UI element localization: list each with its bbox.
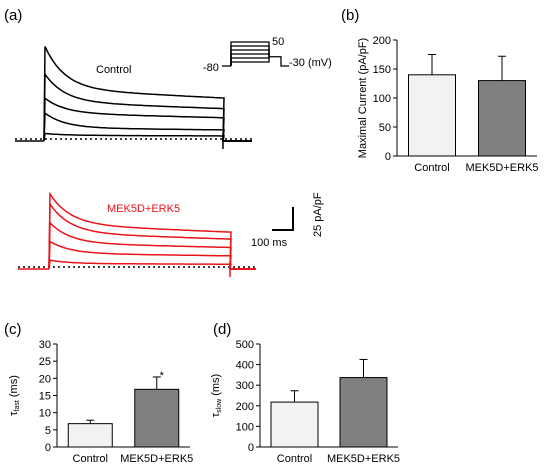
y-tick-label: 0 — [385, 151, 391, 163]
bar-mek5d-erk5 — [134, 388, 180, 448]
y-tick-label: 200 — [236, 401, 254, 413]
y-tick-label: 50 — [379, 122, 391, 134]
category-label: Control — [277, 453, 312, 465]
category-label: MEK5D+ERK5 — [465, 162, 538, 174]
y-tick-label: 400 — [236, 360, 254, 372]
panel-label-d: (d) — [213, 321, 231, 338]
current-trace-step-2 — [48, 240, 256, 270]
y-tick-label: 10 — [39, 408, 51, 420]
panel-d-tau-slow-chart: 0 100 200 300 400 500 Control MEK5D+ERK5 τslow (… — [210, 339, 400, 465]
scale-bar — [272, 207, 294, 231]
category-label: MEK5D+ERK5 — [327, 453, 400, 465]
significance-marker: * — [160, 370, 165, 382]
bar-mek5d-erk5 — [478, 80, 526, 157]
bar-control — [270, 401, 319, 448]
protocol-tail-label: -30 (mV) — [289, 57, 332, 69]
protocol-tail-segment — [269, 56, 289, 67]
y-tick-label: 0 — [248, 442, 254, 454]
y-tick-label: 30 — [39, 339, 51, 351]
y-tick-label: 100 — [236, 421, 254, 433]
protocol-step-6 — [230, 41, 270, 66]
control-trace-label: Control — [96, 64, 131, 76]
mek5d-erk5-trace-label: MEK5D+ERK5 — [107, 203, 180, 215]
bar-mek5d-erk5 — [339, 377, 388, 448]
y-axis-label: τslow (ms) — [210, 374, 223, 417]
mek5d-erk5-traces — [18, 191, 256, 277]
panel-c-tau-fast-chart: 0 5 10 15 20 25 30 Control * MEK5D+ERK5 τfast (ms) — [8, 339, 193, 465]
panel-label-c: (c) — [4, 321, 22, 338]
scale-bar-horizontal-label: 100 ms — [251, 237, 288, 249]
y-tick-label: 0 — [45, 442, 51, 454]
current-trace-step-1 — [43, 132, 252, 142]
y-axis-label: Maximal Current (pA/pF) — [357, 38, 369, 158]
y-tick-label: 150 — [373, 64, 391, 76]
y-tick-label: 15 — [39, 391, 51, 403]
bar-control — [67, 423, 113, 448]
protocol-step-label: 50 — [272, 36, 284, 48]
scale-bar-vertical-label: 25 pA/pF — [312, 192, 324, 237]
current-trace-step-5 — [48, 191, 256, 270]
y-tick-label: 5 — [45, 425, 51, 437]
protocol-holding-label: -80 — [203, 62, 219, 74]
protocol-step-3 — [230, 53, 270, 66]
y-tick-label: 25 — [39, 356, 51, 368]
bar-control — [408, 74, 456, 157]
control-traces — [15, 46, 252, 149]
current-trace-step-2 — [43, 111, 252, 142]
y-tick-label: 100 — [373, 93, 391, 105]
category-label: Control — [73, 453, 108, 465]
current-trace-step-5 — [43, 46, 252, 142]
current-trace-step-4 — [48, 201, 256, 270]
panel-label-b: (b) — [341, 7, 359, 24]
category-label: MEK5D+ERK5 — [120, 453, 193, 465]
y-axis-label: τfast (ms) — [8, 375, 21, 416]
y-tick-label: 300 — [236, 380, 254, 392]
panel-b-maximal-current-chart: 0 50 100 150 200 Control MEK5D+ERK5 Maximal Cur… — [357, 35, 539, 174]
protocol-step-5 — [230, 45, 270, 66]
voltage-protocol-inset — [222, 41, 289, 67]
category-label: Control — [414, 162, 449, 174]
y-tick-label: 500 — [236, 339, 254, 351]
current-trace-step-4 — [43, 72, 252, 142]
current-trace-step-3 — [48, 221, 256, 270]
current-trace-step-1 — [48, 259, 256, 270]
y-tick-label: 200 — [373, 35, 391, 47]
y-tick-label: 20 — [39, 373, 51, 385]
panel-label-a: (a) — [4, 7, 22, 24]
current-trace-step-3 — [43, 96, 252, 142]
